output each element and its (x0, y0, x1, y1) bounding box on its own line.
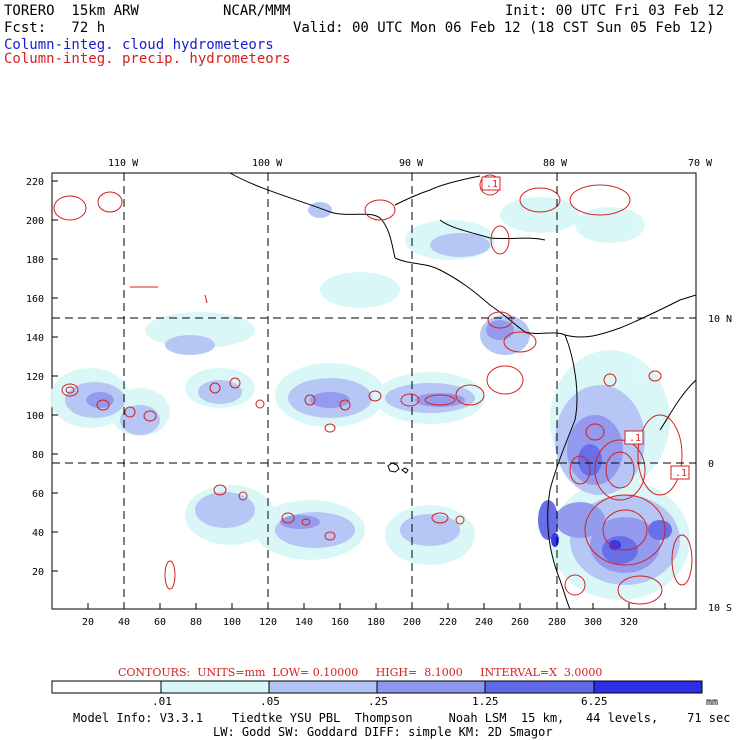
x-tick-label: 20 (82, 617, 94, 628)
x-tick-label: 100 (223, 617, 241, 628)
y-tick-label: 80 (32, 450, 44, 461)
contour-label: .1 (486, 179, 498, 190)
x-tick-label: 180 (367, 617, 385, 628)
colorbar-bin (376, 680, 486, 694)
x-axis-labels: 20 40 60 80 100 120 140 160 180 200 220 … (82, 617, 638, 628)
y-tick-label: 100 (26, 411, 44, 422)
coastlines (229, 172, 697, 610)
lon-label: 100 W (252, 158, 283, 169)
model-physics: LW: Godd SW: Goddard DIFF: simple KM: 2D… (213, 725, 553, 739)
x-tick-label: 160 (331, 617, 349, 628)
x-tick-label: 220 (439, 617, 457, 628)
y-axis-ticks (52, 180, 58, 572)
legend-precip: Column-integ. precip. hydrometeors (4, 51, 291, 67)
x-tick-label: 60 (154, 617, 166, 628)
organization: NCAR/MMM (223, 3, 291, 19)
colorbar-label: 6.25 (581, 695, 608, 708)
lat-label: 10 S (708, 603, 732, 614)
contour-label: .1 (629, 433, 641, 444)
y-tick-label: 220 (26, 177, 44, 188)
x-tick-label: 120 (259, 617, 277, 628)
colorbar-label: .05 (260, 695, 280, 708)
y-tick-label: 60 (32, 489, 44, 500)
contours-info: CONTOURS: UNITS=mm LOW= 0.10000 HIGH= 8.… (118, 666, 603, 679)
legend-cloud: Column-integ. cloud hydrometeors (4, 37, 274, 53)
x-tick-label: 40 (118, 617, 130, 628)
lat-lon-grid (52, 173, 696, 609)
colorbar-bin (268, 680, 378, 694)
y-tick-label: 120 (26, 372, 44, 383)
x-tick-label: 300 (584, 617, 602, 628)
lat-label: 0 (708, 459, 714, 470)
lon-label: 90 W (399, 158, 424, 169)
x-tick-label: 140 (295, 617, 313, 628)
y-tick-label: 20 (32, 567, 44, 578)
x-tick-label: 80 (190, 617, 202, 628)
colorbar-bin (160, 680, 270, 694)
y-tick-label: 140 (26, 333, 44, 344)
init-time: Init: 00 UTC Fri 03 Feb 12 (505, 3, 725, 19)
contour-label: .1 (675, 468, 687, 479)
y-tick-label: 160 (26, 294, 44, 305)
valid-time: Valid: 00 UTC Mon 06 Feb 12 (18 CST Sun … (293, 20, 715, 36)
model-info: Model Info: V3.3.1 Tiedtke YSU PBL Thomp… (73, 711, 731, 725)
x-tick-label: 200 (403, 617, 421, 628)
colorbar-label: 1.25 (472, 695, 499, 708)
x-axis-ticks (87, 603, 666, 609)
x-tick-label: 320 (620, 617, 638, 628)
colorbar-label: .01 (152, 695, 172, 708)
x-tick-label: 240 (475, 617, 493, 628)
model-title: TORERO 15km ARW (4, 3, 139, 19)
latitude-labels: 10 N 0 10 S (708, 314, 732, 614)
lon-label: 80 W (543, 158, 568, 169)
y-tick-label: 180 (26, 255, 44, 266)
contour-labels: .1 .1 .1 (481, 176, 690, 480)
lon-label: 110 W (108, 158, 139, 169)
colorbar-bin (51, 680, 162, 694)
precip-contours (53, 174, 693, 605)
colorbar-unit: mm (706, 697, 719, 708)
colorbar-label: .25 (368, 695, 388, 708)
x-tick-label: 280 (548, 617, 566, 628)
colorbar-bin (593, 680, 703, 694)
longitude-labels: 110 W 100 W 90 W 80 W 70 W (108, 158, 713, 169)
forecast-hour: Fcst: 72 h (4, 20, 106, 36)
y-tick-label: 200 (26, 216, 44, 227)
colorbar-bin (484, 680, 595, 694)
x-tick-label: 260 (511, 617, 529, 628)
lon-label: 70 W (688, 158, 713, 169)
y-axis-labels: 220 200 180 160 140 120 100 80 60 40 20 (26, 177, 44, 578)
lat-label: 10 N (708, 314, 732, 325)
y-tick-label: 40 (32, 528, 44, 539)
colorbar (51, 680, 703, 694)
